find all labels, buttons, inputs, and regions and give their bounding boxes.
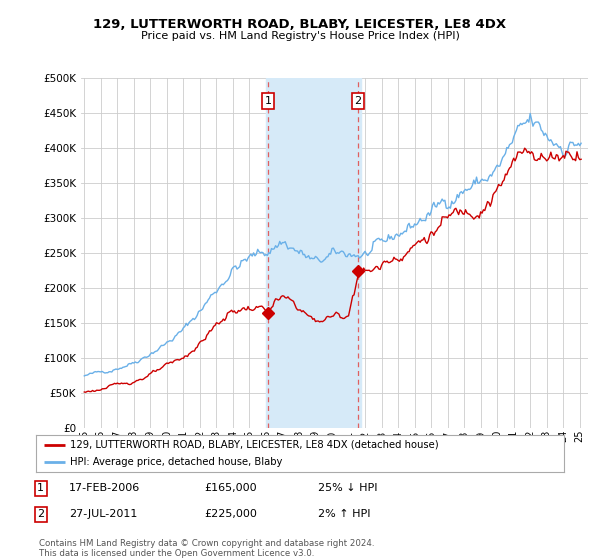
Text: Price paid vs. HM Land Registry's House Price Index (HPI): Price paid vs. HM Land Registry's House … [140, 31, 460, 41]
Text: HPI: Average price, detached house, Blaby: HPI: Average price, detached house, Blab… [70, 457, 283, 466]
Bar [266, 78, 361, 428]
Text: 2: 2 [355, 96, 362, 106]
Text: Contains HM Land Registry data © Crown copyright and database right 2024.
This d: Contains HM Land Registry data © Crown c… [39, 539, 374, 558]
Text: £225,000: £225,000 [204, 509, 257, 519]
Text: 129, LUTTERWORTH ROAD, BLABY, LEICESTER, LE8 4DX (detached house): 129, LUTTERWORTH ROAD, BLABY, LEICESTER,… [70, 440, 439, 450]
Text: 2% ↑ HPI: 2% ↑ HPI [318, 509, 371, 519]
Text: 1: 1 [37, 483, 44, 493]
Text: 1: 1 [265, 96, 271, 106]
Text: £165,000: £165,000 [204, 483, 257, 493]
Text: 27-JUL-2011: 27-JUL-2011 [69, 509, 137, 519]
Text: 17-FEB-2006: 17-FEB-2006 [69, 483, 140, 493]
Text: 25% ↓ HPI: 25% ↓ HPI [318, 483, 377, 493]
Text: 129, LUTTERWORTH ROAD, BLABY, LEICESTER, LE8 4DX: 129, LUTTERWORTH ROAD, BLABY, LEICESTER,… [94, 17, 506, 31]
Text: 2: 2 [37, 509, 44, 519]
